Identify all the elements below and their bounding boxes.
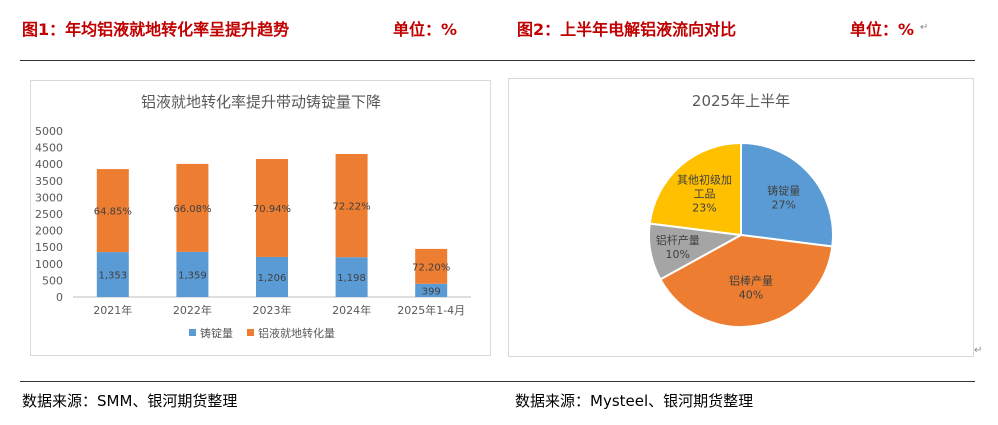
y-tick-label: 1000 (35, 258, 63, 271)
top-rule (20, 60, 975, 61)
legend-swatch (247, 329, 254, 336)
y-tick-label: 2000 (35, 225, 63, 238)
pie-percent-label: 40% (739, 288, 763, 301)
bar-segment (415, 248, 448, 284)
bar-data-label: 399 (422, 286, 441, 297)
legend-label: 铸锭量 (200, 326, 233, 340)
y-tick-label: 3500 (35, 175, 63, 188)
y-tick-label: 4000 (35, 158, 63, 171)
x-tick-label: 2022年 (173, 303, 212, 317)
x-tick-label: 2025年1-4月 (397, 303, 465, 317)
bar-chart-title: 铝液就地转化率提升带动铸锭量下降 (141, 93, 381, 111)
pie-slice (659, 233, 834, 328)
bar-chart-panel: 铝液就地转化率提升带动铸锭量下降 0 500 1000 1500 2000 2500 300… (30, 80, 491, 356)
bar-data-label: 1,206 (258, 273, 287, 284)
pie-percent-label: 23% (692, 202, 716, 215)
pie-slice (740, 141, 834, 248)
bar-segment (256, 256, 288, 297)
paragraph-mark-icon: ↵ (974, 345, 983, 356)
bar-data-label: 72.22% (333, 202, 371, 213)
bar-segment (96, 169, 129, 253)
source-note-1: 数据来源：SMM、银河期货整理 (22, 392, 238, 410)
bar-chart: 铝液就地转化率提升带动铸锭量下降 0 500 1000 1500 2000 2500 300… (35, 93, 471, 340)
y-tick-label: 500 (42, 274, 63, 287)
bar-data-label: 70.94% (253, 204, 291, 215)
y-tick-label: 0 (56, 291, 63, 304)
bar-segment (256, 159, 288, 257)
pie-chart-panel: 2025年上半年 铸锭量 27% 铝棒产量 40% 铝杆产量 10% 其他初级加 工品 23% (508, 78, 974, 357)
y-tick-label: 4500 (35, 142, 63, 155)
y-tick-label: 5000 (35, 125, 63, 138)
bottom-rule (20, 381, 975, 382)
bar-segment (335, 257, 368, 297)
source-note-2: 数据来源：Mysteel、银河期货整理 (515, 392, 754, 410)
bar-segment (176, 251, 209, 297)
pie-category-label: 铝杆产量 (656, 233, 700, 247)
y-tick-label: 2500 (35, 208, 63, 221)
pie-chart-title: 2025年上半年 (692, 92, 790, 110)
bar-segment (176, 163, 209, 252)
legend-label: 铝液就地转化量 (258, 326, 335, 340)
x-tick-label: 2023年 (253, 303, 292, 317)
x-tick-label: 2024年 (332, 303, 371, 317)
pie-percent-label: 27% (772, 198, 796, 211)
pie-category-label: 铝棒产量 (729, 273, 773, 287)
paragraph-mark-icon: ↵ (920, 22, 929, 33)
figure1-unit: 单位：% (393, 20, 458, 39)
bar-segment (335, 153, 368, 258)
bar-data-label: 1,359 (178, 270, 207, 281)
figure1-title: 图1：年均铝液就地转化率呈提升趋势 (22, 20, 290, 39)
legend-swatch (189, 329, 196, 336)
y-tick-label: 3000 (35, 191, 63, 204)
bar-data-label: 72.20% (412, 262, 450, 273)
pie-category-label: 其他初级加 (677, 173, 732, 187)
pie-percent-label: 10% (666, 248, 690, 261)
y-tick-label: 1500 (35, 241, 63, 254)
bar-data-label: 1,353 (98, 271, 127, 282)
pie-slice (648, 141, 742, 237)
bar-segment (415, 283, 448, 297)
bar-data-label: 66.08% (173, 204, 211, 215)
bar-data-label: 64.85% (94, 207, 132, 218)
figure2-title: 图2：上半年电解铝液流向对比 (517, 20, 737, 39)
pie-category-label: 工品 (693, 188, 715, 201)
bar-segment (96, 252, 129, 297)
bar-data-label: 1,198 (337, 273, 366, 284)
pie-category-label: 铸锭量 (767, 183, 800, 197)
x-tick-label: 2021年 (93, 303, 132, 317)
figure2-unit: 单位：% (850, 20, 915, 39)
